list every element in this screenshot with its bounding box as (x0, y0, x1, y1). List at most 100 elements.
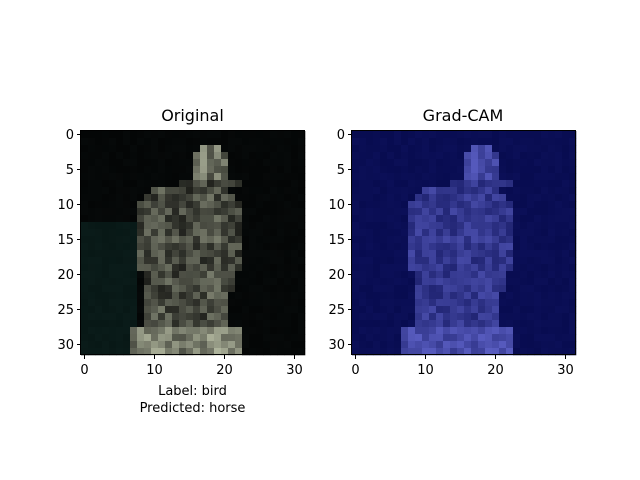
image-pixel (492, 222, 500, 230)
image-pixel (186, 145, 194, 153)
image-pixel (214, 320, 222, 328)
image-pixel (130, 201, 138, 209)
image-pixel (277, 285, 285, 293)
image-pixel (298, 341, 306, 349)
image-pixel (277, 145, 285, 153)
image-pixel (506, 208, 514, 216)
image-pixel (214, 131, 222, 139)
image-pixel (513, 138, 521, 146)
image-pixel (380, 173, 388, 181)
image-pixel (214, 313, 222, 321)
image-pixel (506, 292, 514, 300)
image-pixel (172, 243, 180, 251)
image-pixel (394, 327, 402, 335)
image-pixel (158, 194, 166, 202)
image-pixel (408, 215, 416, 223)
image-pixel (277, 334, 285, 342)
image-pixel (228, 264, 236, 272)
image-pixel (506, 145, 514, 153)
image-pixel (569, 320, 577, 328)
image-pixel (352, 278, 360, 286)
image-pixel (200, 159, 208, 167)
image-pixel (256, 201, 264, 209)
image-pixel (151, 166, 159, 174)
image-pixel (277, 201, 285, 209)
image-pixel (478, 334, 486, 342)
image-pixel (380, 208, 388, 216)
image-pixel (228, 194, 236, 202)
image-pixel (408, 243, 416, 251)
image-pixel (373, 215, 381, 223)
image-pixel (221, 348, 229, 356)
image-pixel (144, 166, 152, 174)
image-pixel (408, 278, 416, 286)
image-pixel (130, 166, 138, 174)
image-pixel (513, 278, 521, 286)
image-pixel (387, 187, 395, 195)
gradcam-image (352, 131, 577, 356)
image-pixel (387, 278, 395, 286)
image-pixel (534, 257, 542, 265)
image-pixel (562, 257, 570, 265)
image-pixel (298, 201, 306, 209)
image-pixel (270, 334, 278, 342)
image-pixel (464, 145, 472, 153)
y-tick-label: 30 (328, 338, 345, 353)
image-pixel (263, 229, 271, 237)
image-pixel (457, 299, 465, 307)
image-pixel (457, 264, 465, 272)
image-pixel (95, 236, 103, 244)
image-pixel (193, 292, 201, 300)
image-pixel (242, 292, 250, 300)
image-pixel (179, 313, 187, 321)
image-pixel (172, 187, 180, 195)
image-pixel (366, 299, 374, 307)
image-pixel (242, 320, 250, 328)
image-pixel (457, 229, 465, 237)
image-pixel (207, 180, 215, 188)
image-pixel (200, 320, 208, 328)
image-pixel (102, 250, 110, 258)
image-pixel (401, 271, 409, 279)
image-pixel (436, 348, 444, 356)
image-pixel (221, 306, 229, 314)
image-pixel (443, 159, 451, 167)
image-pixel (256, 264, 264, 272)
image-pixel (130, 194, 138, 202)
image-pixel (172, 299, 180, 307)
image-pixel (165, 313, 173, 321)
image-pixel (429, 208, 437, 216)
image-pixel (242, 236, 250, 244)
image-pixel (158, 334, 166, 342)
image-pixel (270, 180, 278, 188)
image-pixel (485, 285, 493, 293)
image-pixel (366, 334, 374, 342)
image-pixel (499, 166, 507, 174)
image-pixel (158, 145, 166, 153)
image-pixel (415, 292, 423, 300)
image-pixel (221, 187, 229, 195)
image-pixel (102, 348, 110, 356)
image-pixel (506, 138, 514, 146)
image-pixel (534, 208, 542, 216)
image-pixel (457, 341, 465, 349)
image-pixel (373, 243, 381, 251)
image-pixel (298, 299, 306, 307)
image-pixel (527, 208, 535, 216)
image-pixel (569, 131, 577, 139)
image-pixel (457, 257, 465, 265)
image-pixel (179, 145, 187, 153)
image-pixel (102, 166, 110, 174)
image-pixel (95, 257, 103, 265)
image-pixel (151, 201, 159, 209)
image-pixel (277, 306, 285, 314)
image-pixel (401, 306, 409, 314)
image-pixel (499, 138, 507, 146)
image-pixel (422, 131, 430, 139)
image-pixel (109, 292, 117, 300)
image-pixel (270, 215, 278, 223)
image-pixel (366, 180, 374, 188)
image-pixel (193, 334, 201, 342)
image-pixel (485, 299, 493, 307)
image-pixel (95, 201, 103, 209)
